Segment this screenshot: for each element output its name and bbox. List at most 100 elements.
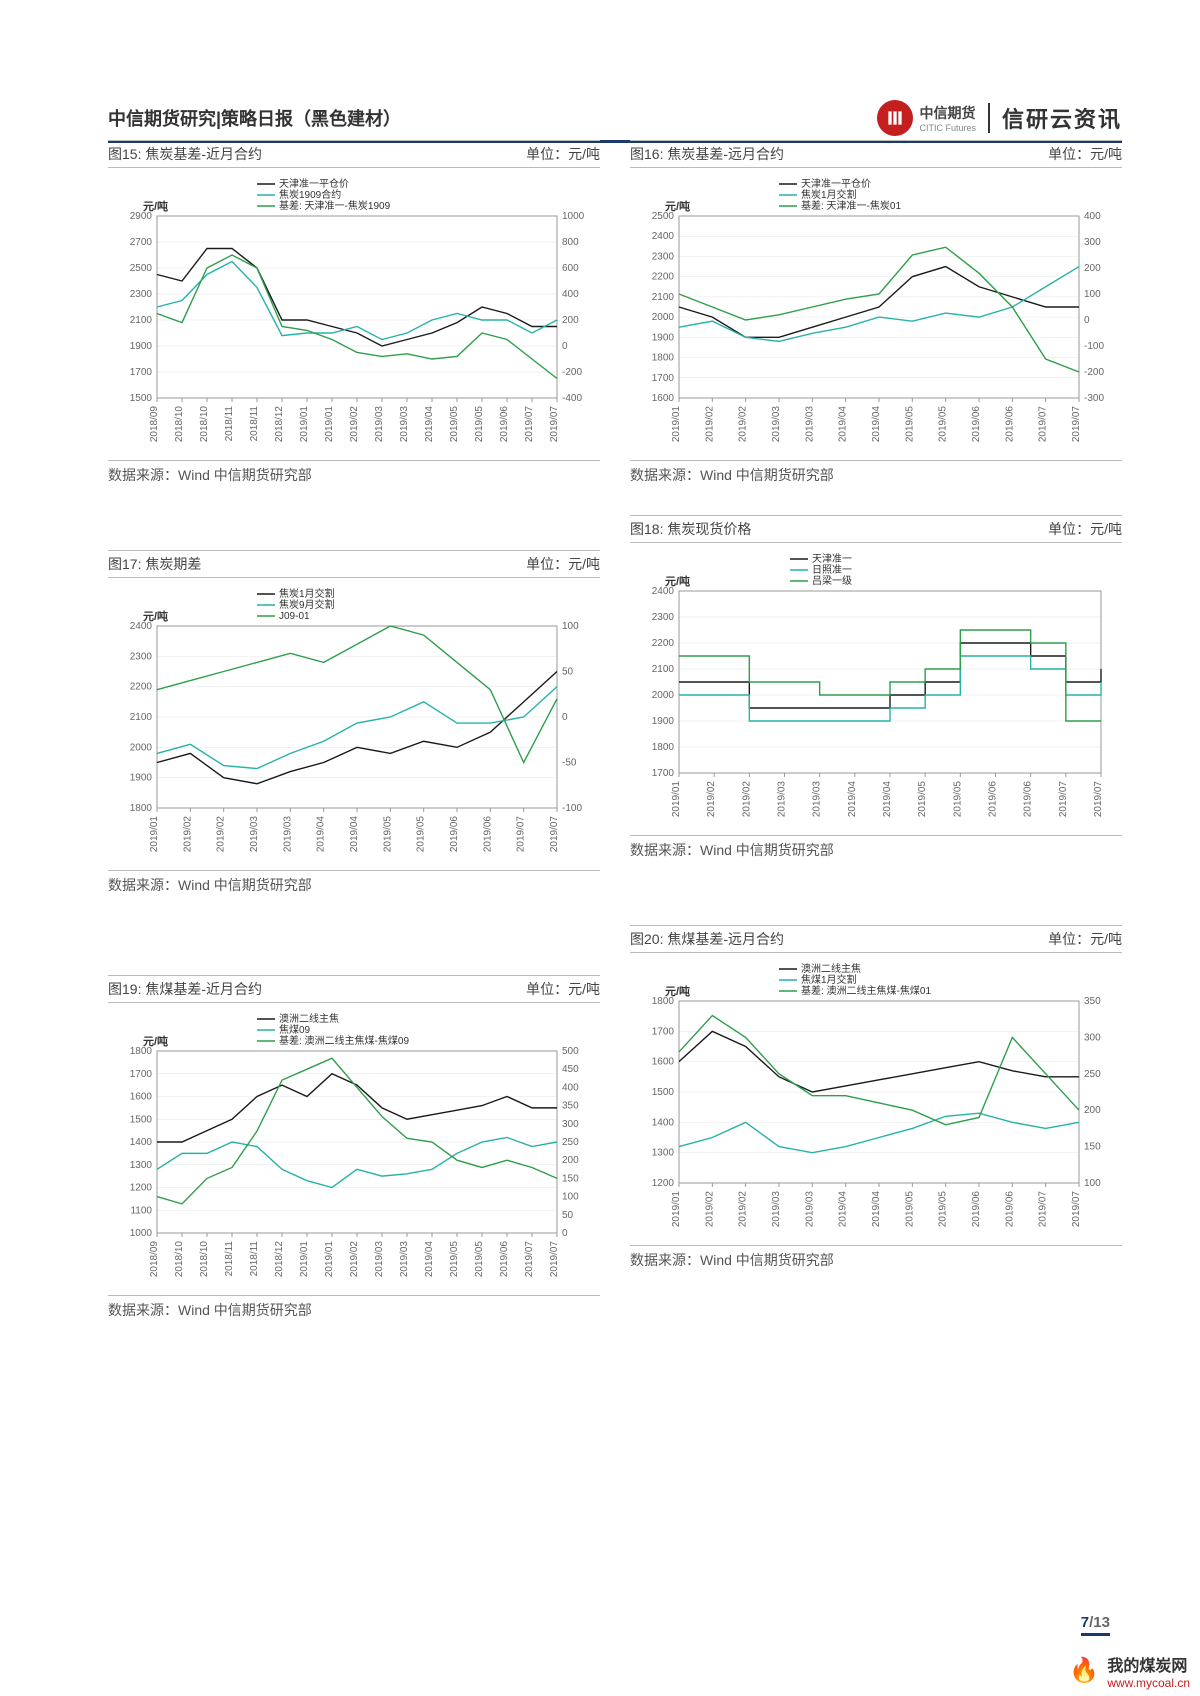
svg-text:2019/03: 2019/03 — [771, 406, 782, 443]
chart-title: 图15: 焦炭基差-近月合约 — [108, 144, 262, 164]
svg-text:350: 350 — [1084, 996, 1101, 1007]
svg-text:2019/03: 2019/03 — [374, 406, 385, 443]
svg-text:2100: 2100 — [652, 664, 675, 675]
svg-text:2018/12: 2018/12 — [274, 406, 285, 443]
svg-text:2000: 2000 — [652, 312, 675, 323]
svg-text:2019/01: 2019/01 — [149, 816, 160, 853]
svg-text:2019/05: 2019/05 — [474, 1241, 485, 1278]
svg-text:2019/04: 2019/04 — [838, 406, 849, 443]
svg-text:0: 0 — [562, 341, 568, 352]
svg-text:1300: 1300 — [130, 1160, 153, 1171]
watermark: 🔥 我的煤炭网 www.mycoal.cn — [1069, 1652, 1190, 1690]
svg-text:2019/07: 2019/07 — [1038, 1191, 1049, 1228]
svg-text:2019/03: 2019/03 — [249, 816, 260, 853]
svg-text:150: 150 — [1084, 1142, 1101, 1153]
svg-text:1100: 1100 — [130, 1205, 152, 1216]
svg-text:1800: 1800 — [130, 803, 153, 814]
svg-text:2100: 2100 — [652, 292, 675, 303]
svg-text:澳洲二线主焦: 澳洲二线主焦 — [801, 962, 861, 975]
header-title: 中信期货研究|策略日报（黑色建材） — [108, 105, 401, 131]
svg-text:基差: 天津准一-焦炭01: 基差: 天津准一-焦炭01 — [801, 199, 901, 212]
chart-c15: 图15: 焦炭基差-近月合约 单位：元/吨 150017001900210023… — [108, 140, 600, 485]
svg-text:2019/05: 2019/05 — [938, 406, 949, 443]
svg-text:2200: 2200 — [130, 682, 153, 693]
svg-text:500: 500 — [562, 1046, 579, 1057]
svg-text:0: 0 — [562, 1228, 568, 1239]
svg-text:1700: 1700 — [130, 367, 153, 378]
svg-text:50: 50 — [562, 1210, 574, 1221]
svg-text:2019/04: 2019/04 — [871, 1191, 882, 1228]
svg-text:天津准一平仓价: 天津准一平仓价 — [801, 177, 871, 190]
svg-text:2019/01: 2019/01 — [299, 1241, 310, 1278]
watermark-name: 我的煤炭网 — [1107, 1652, 1190, 1676]
page-total: /13 — [1089, 1614, 1110, 1631]
chart-area: 1200130014001500160017001800100150200250… — [630, 961, 1122, 1241]
svg-text:2019/04: 2019/04 — [424, 1241, 435, 1278]
chart-area: 17001800190020002100220023002400元/吨天津准一日… — [630, 551, 1122, 831]
chart-title: 图16: 焦炭基差-远月合约 — [630, 144, 784, 164]
svg-text:2300: 2300 — [130, 289, 153, 300]
svg-text:2018/10: 2018/10 — [174, 1241, 185, 1278]
svg-text:2019/03: 2019/03 — [399, 406, 410, 443]
chart-source: 数据来源：Wind 中信期货研究部 — [630, 1245, 1122, 1270]
svg-text:800: 800 — [562, 237, 579, 248]
svg-text:吕梁一级: 吕梁一级 — [812, 574, 852, 587]
svg-text:1900: 1900 — [652, 716, 675, 727]
svg-text:J09-01: J09-01 — [279, 611, 310, 622]
svg-text:2019/05: 2019/05 — [952, 781, 963, 818]
svg-text:焦煤1月交割: 焦煤1月交割 — [801, 973, 857, 986]
svg-text:2018/11: 2018/11 — [224, 406, 235, 442]
svg-text:1500: 1500 — [652, 1087, 675, 1098]
svg-text:2019/07: 2019/07 — [516, 816, 527, 853]
svg-text:1600: 1600 — [652, 393, 675, 404]
svg-text:2019/01: 2019/01 — [324, 406, 335, 443]
svg-text:50: 50 — [562, 667, 574, 678]
chart-unit: 单位：元/吨 — [1048, 144, 1122, 164]
svg-text:250: 250 — [1084, 1069, 1101, 1080]
svg-text:日照准一: 日照准一 — [812, 564, 852, 576]
svg-text:2019/01: 2019/01 — [671, 781, 682, 818]
chart-unit: 单位：元/吨 — [1048, 929, 1122, 949]
svg-text:2019/07: 2019/07 — [549, 406, 560, 443]
chart-c19: 图19: 焦煤基差-近月合约 单位：元/吨 100011001200130014… — [108, 975, 600, 1320]
svg-text:200: 200 — [562, 315, 579, 326]
svg-text:100: 100 — [562, 1192, 579, 1203]
svg-text:2100: 2100 — [130, 712, 153, 723]
svg-text:2019/03: 2019/03 — [777, 781, 788, 818]
svg-text:-100: -100 — [562, 803, 582, 814]
svg-text:400: 400 — [562, 1082, 579, 1093]
svg-text:2019/01: 2019/01 — [299, 406, 310, 443]
svg-text:2019/07: 2019/07 — [1071, 406, 1082, 443]
svg-text:1700: 1700 — [130, 1069, 153, 1080]
svg-text:天津准一: 天津准一 — [812, 553, 852, 565]
separator — [988, 103, 990, 133]
chart-c16: 图16: 焦炭基差-远月合约 单位：元/吨 160017001800190020… — [630, 140, 1122, 485]
svg-text:100: 100 — [1084, 289, 1101, 300]
svg-text:350: 350 — [562, 1101, 579, 1112]
svg-text:2019/04: 2019/04 — [871, 406, 882, 443]
svg-text:2300: 2300 — [652, 251, 675, 262]
chart-c18: 图18: 焦炭现货价格 单位：元/吨 170018001900200021002… — [630, 515, 1122, 895]
svg-text:焦炭1月交割: 焦炭1月交割 — [801, 188, 857, 201]
chart-title-row: 图18: 焦炭现货价格 单位：元/吨 — [630, 515, 1122, 543]
svg-text:2019/01: 2019/01 — [671, 1191, 682, 1228]
svg-text:300: 300 — [1084, 1032, 1101, 1043]
svg-text:2400: 2400 — [652, 231, 675, 242]
svg-text:1400: 1400 — [130, 1137, 153, 1148]
svg-text:元/吨: 元/吨 — [143, 609, 168, 623]
chart-title-row: 图19: 焦煤基差-近月合约 单位：元/吨 — [108, 975, 600, 1003]
chart-title-row: 图16: 焦炭基差-远月合约 单位：元/吨 — [630, 140, 1122, 168]
c16-svg: 1600170018001900200021002200230024002500… — [630, 176, 1122, 456]
svg-text:2019/06: 2019/06 — [1004, 406, 1015, 443]
svg-text:2018/09: 2018/09 — [149, 1241, 160, 1278]
svg-text:2019/05: 2019/05 — [416, 816, 427, 853]
svg-text:2019/02: 2019/02 — [738, 406, 749, 443]
svg-text:基差: 澳洲二线主焦煤-焦煤09: 基差: 澳洲二线主焦煤-焦煤09 — [279, 1034, 409, 1047]
svg-text:2018/10: 2018/10 — [199, 1241, 210, 1278]
svg-text:250: 250 — [562, 1137, 579, 1148]
svg-text:2019/06: 2019/06 — [971, 406, 982, 443]
svg-text:2019/03: 2019/03 — [812, 781, 823, 818]
svg-text:2019/05: 2019/05 — [382, 816, 393, 853]
svg-text:-400: -400 — [562, 393, 582, 404]
svg-text:2019/07: 2019/07 — [549, 1241, 560, 1278]
